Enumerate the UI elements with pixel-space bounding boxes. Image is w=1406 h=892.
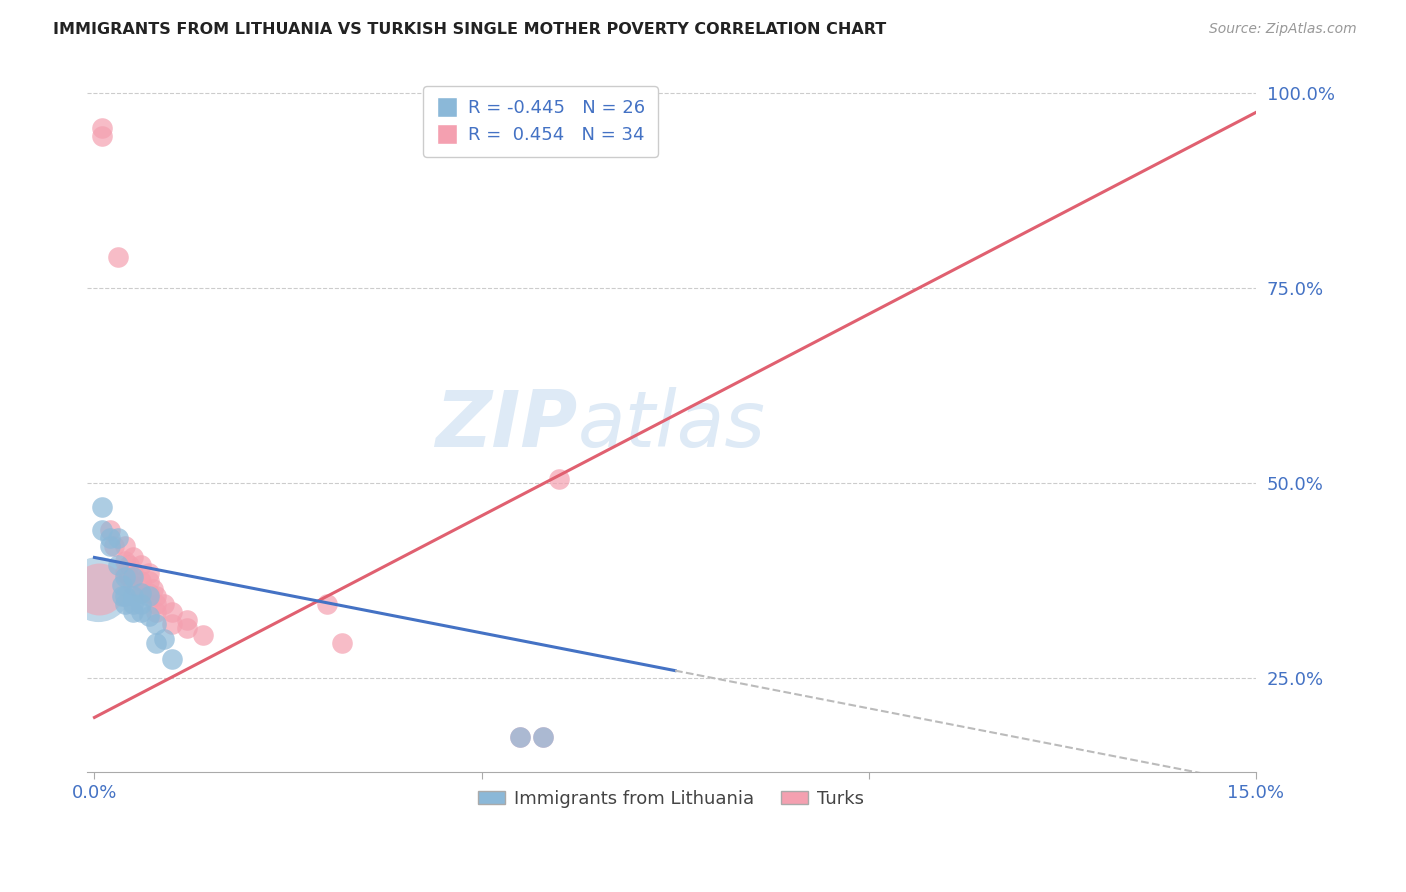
Point [98, 523, 121, 537]
Point [91, 500, 114, 514]
Point [122, 590, 145, 604]
Point [509, 730, 531, 744]
Point [122, 566, 145, 580]
Point [122, 605, 145, 619]
Point [533, 730, 555, 744]
Point [191, 628, 214, 642]
Point [107, 531, 129, 545]
Point [129, 605, 152, 619]
Point [114, 566, 136, 580]
Point [129, 597, 152, 611]
Point [110, 578, 132, 592]
Point [533, 730, 555, 744]
Point [138, 566, 160, 580]
Point [129, 585, 152, 599]
Point [98, 531, 121, 545]
Point [509, 730, 531, 744]
Point [145, 590, 167, 604]
Point [103, 539, 125, 553]
Point [315, 597, 337, 611]
Point [91, 128, 114, 143]
Point [160, 652, 183, 666]
Point [138, 585, 160, 599]
Point [122, 597, 145, 611]
Point [114, 539, 136, 553]
Point [107, 250, 129, 264]
Point [118, 558, 141, 573]
Point [153, 632, 176, 647]
Legend: Immigrants from Lithuania, Turks: Immigrants from Lithuania, Turks [471, 782, 872, 815]
Point [122, 570, 145, 584]
Point [160, 605, 183, 619]
Point [91, 121, 114, 136]
Point [129, 558, 152, 573]
Point [122, 578, 145, 592]
Point [548, 472, 571, 486]
Point [98, 539, 121, 553]
Point [145, 636, 167, 650]
Point [138, 574, 160, 588]
Point [107, 558, 129, 573]
Text: IMMIGRANTS FROM LITHUANIA VS TURKISH SINGLE MOTHER POVERTY CORRELATION CHART: IMMIGRANTS FROM LITHUANIA VS TURKISH SIN… [53, 22, 887, 37]
Point [330, 636, 353, 650]
Point [138, 609, 160, 624]
Point [176, 613, 198, 627]
Point [176, 621, 198, 635]
Point [86, 582, 108, 596]
Point [145, 616, 167, 631]
Point [129, 574, 152, 588]
Point [118, 570, 141, 584]
Point [122, 550, 145, 565]
Point [160, 616, 183, 631]
Point [110, 590, 132, 604]
Text: ZIP: ZIP [436, 387, 578, 463]
Text: atlas: atlas [578, 387, 765, 463]
Point [114, 597, 136, 611]
Point [87, 582, 110, 596]
Point [114, 590, 136, 604]
Point [153, 597, 176, 611]
Text: Source: ZipAtlas.com: Source: ZipAtlas.com [1209, 22, 1357, 37]
Point [114, 554, 136, 568]
Point [114, 570, 136, 584]
Point [91, 523, 114, 537]
Point [145, 605, 167, 619]
Point [141, 582, 163, 596]
Point [129, 585, 152, 599]
Point [138, 590, 160, 604]
Point [145, 597, 167, 611]
